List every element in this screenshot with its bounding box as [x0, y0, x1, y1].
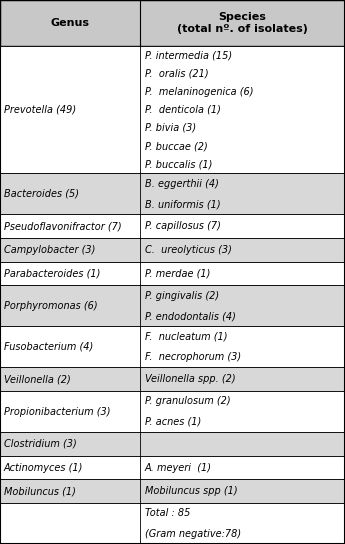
Text: Parabacteroides (1): Parabacteroides (1): [4, 269, 100, 279]
Bar: [0, 0, 345, 46]
Bar: [0, 391, 345, 432]
Bar: [0, 238, 345, 262]
Text: P. capillosus (7): P. capillosus (7): [145, 221, 220, 231]
Text: P. endodontalis (4): P. endodontalis (4): [145, 311, 236, 321]
Text: B. eggerthii (4): B. eggerthii (4): [145, 178, 219, 189]
Text: Campylobacter (3): Campylobacter (3): [4, 245, 95, 255]
Text: Fusobacterium (4): Fusobacterium (4): [4, 342, 93, 352]
Text: Species
(total nº. of isolates): Species (total nº. of isolates): [177, 13, 308, 34]
Bar: [0, 286, 345, 326]
Text: (Gram negative:78): (Gram negative:78): [145, 529, 241, 539]
Bar: [0, 432, 345, 456]
Text: Prevotella (49): Prevotella (49): [4, 105, 76, 115]
Text: Mobiluncus spp (1): Mobiluncus spp (1): [145, 486, 237, 496]
Text: Genus: Genus: [50, 18, 89, 28]
Text: P. bivia (3): P. bivia (3): [145, 123, 196, 133]
Text: Actinomyces (1): Actinomyces (1): [4, 462, 83, 473]
Text: Clostridium (3): Clostridium (3): [4, 439, 77, 449]
Text: P. gingivalis (2): P. gingivalis (2): [145, 290, 219, 301]
Text: B. uniformis (1): B. uniformis (1): [145, 199, 220, 209]
Text: A. meyeri  (1): A. meyeri (1): [145, 462, 212, 473]
Bar: [0, 46, 345, 174]
Bar: [0, 456, 345, 479]
Text: Propionibacterium (3): Propionibacterium (3): [4, 406, 110, 417]
Text: Mobiluncus (1): Mobiluncus (1): [4, 486, 76, 496]
Text: Total : 85: Total : 85: [145, 508, 190, 518]
Bar: [0, 326, 345, 367]
Text: Porphyromonas (6): Porphyromonas (6): [4, 301, 98, 311]
Text: P.  denticola (1): P. denticola (1): [145, 105, 220, 115]
Text: P.  melaninogenica (6): P. melaninogenica (6): [145, 86, 253, 97]
Text: P. buccae (2): P. buccae (2): [145, 141, 207, 151]
Text: P. intermedia (15): P. intermedia (15): [145, 50, 232, 60]
Text: F.  necrophorum (3): F. necrophorum (3): [145, 352, 241, 362]
Text: P.  oralis (21): P. oralis (21): [145, 69, 208, 78]
Text: C.  ureolyticus (3): C. ureolyticus (3): [145, 245, 231, 255]
Bar: [0, 174, 345, 214]
Text: P. merdae (1): P. merdae (1): [145, 269, 210, 279]
Text: Bacteroides (5): Bacteroides (5): [4, 189, 79, 199]
Text: F.  nucleatum (1): F. nucleatum (1): [145, 332, 227, 342]
Text: Veillonella (2): Veillonella (2): [4, 374, 71, 384]
Text: P. granulosum (2): P. granulosum (2): [145, 396, 230, 406]
Bar: [0, 214, 345, 238]
Text: Pseudoflavonifractor (7): Pseudoflavonifractor (7): [4, 221, 122, 231]
Bar: [0, 367, 345, 391]
Bar: [0, 503, 345, 544]
Text: Veillonella spp. (2): Veillonella spp. (2): [145, 374, 235, 384]
Bar: [0, 262, 345, 286]
Text: P. acnes (1): P. acnes (1): [145, 417, 201, 426]
Text: P. buccalis (1): P. buccalis (1): [145, 159, 212, 169]
Bar: [0, 479, 345, 503]
